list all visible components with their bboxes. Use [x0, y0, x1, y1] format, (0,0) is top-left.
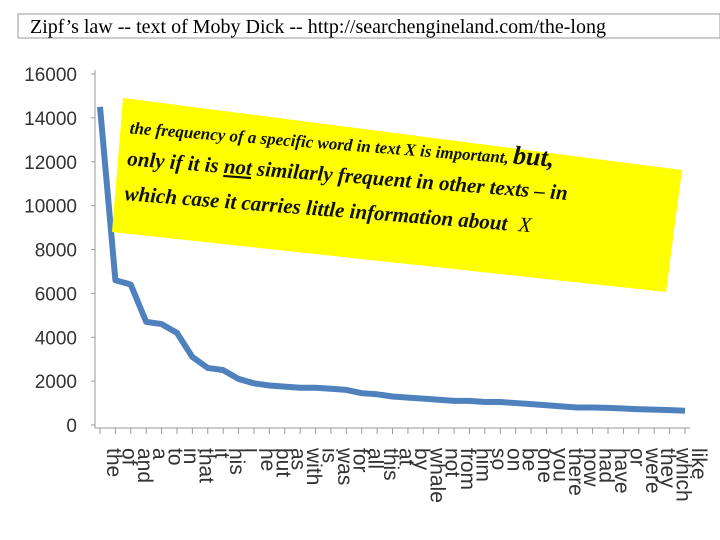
- x-tick-label: all: [364, 448, 387, 469]
- x-tick-label: at: [395, 448, 418, 466]
- x-tick-label: a: [148, 448, 171, 460]
- x-tick-label: not: [441, 448, 464, 477]
- x-tick-label: is: [318, 448, 341, 463]
- x-tick-label: in: [179, 448, 202, 464]
- y-tick-label: 0: [66, 416, 77, 437]
- x-tick-label: he: [256, 448, 279, 471]
- x-tick-label: of: [117, 448, 140, 466]
- x-tick-label: to: [164, 448, 187, 466]
- x-tick-label: have: [610, 448, 633, 494]
- annotation-text: X: [517, 212, 534, 237]
- y-tick-label: 2000: [35, 372, 77, 393]
- x-tick-label: you: [548, 448, 571, 482]
- y-tick-label: 6000: [35, 284, 77, 305]
- x-tick-label: this: [379, 448, 402, 481]
- data-line: [97, 106, 686, 414]
- y-tick-label: 10000: [24, 197, 77, 218]
- x-tick-label: whale: [425, 447, 448, 503]
- x-tick-label: and: [133, 448, 156, 483]
- x-tick-label: with: [302, 447, 325, 485]
- x-tick-label: which: [672, 447, 695, 502]
- y-tick-label: 14000: [24, 109, 77, 130]
- title-frame: [17, 13, 720, 39]
- x-tick-label: there: [564, 448, 587, 496]
- x-tick-label: his: [225, 448, 248, 475]
- x-tick-label: now: [579, 448, 602, 487]
- annotation-text: not: [223, 154, 254, 180]
- x-tick-label: on: [502, 448, 525, 471]
- x-tick-label: had: [595, 448, 618, 483]
- x-tick-label: i: [241, 448, 264, 453]
- x-tick-label: they: [656, 448, 679, 488]
- x-tick-label: him: [471, 448, 494, 482]
- x-tick-label: for: [348, 448, 371, 473]
- x-tick-label: the: [102, 448, 125, 477]
- annotation-text: but,: [512, 141, 555, 173]
- chart-title: Zipf’s law -- text of Moby Dick -- http:…: [30, 16, 606, 38]
- x-tick-label: by: [410, 448, 433, 471]
- x-tick-label: be: [518, 448, 541, 471]
- x-tick-label: was: [333, 447, 356, 485]
- y-tick-label: 8000: [35, 241, 77, 262]
- y-tick-label: 12000: [24, 153, 77, 174]
- x-tick-label: it: [210, 448, 233, 459]
- x-tick-label: like: [687, 448, 710, 480]
- y-tick-label: 16000: [24, 65, 77, 86]
- x-tick-label: that: [194, 448, 217, 483]
- x-tick-label: or: [625, 448, 648, 467]
- x-tick-label: but: [271, 448, 294, 477]
- x-tick-label: so: [487, 448, 510, 470]
- x-tick-label: were: [641, 447, 664, 494]
- x-tick-label: one: [533, 448, 556, 483]
- x-tick-label: from: [456, 448, 479, 490]
- y-tick-label: 4000: [35, 328, 77, 349]
- x-tick-label: as: [287, 448, 310, 470]
- annotation-box: [112, 98, 682, 292]
